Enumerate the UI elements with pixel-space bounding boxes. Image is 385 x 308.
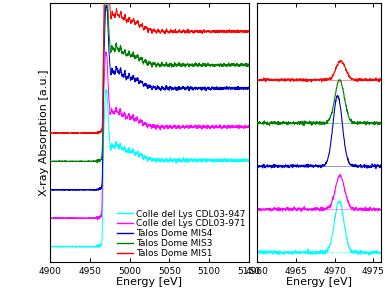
Y-axis label: X-ray Absorption [a.u.]: X-ray Absorption [a.u.] [38, 69, 49, 196]
X-axis label: Energy [eV]: Energy [eV] [116, 277, 182, 287]
Legend: Colle del Lys CDL03-947, Colle del Lys CDL03-971, Talos Dome MIS4, Talos Dome MI: Colle del Lys CDL03-947, Colle del Lys C… [116, 209, 246, 259]
X-axis label: Energy [eV]: Energy [eV] [286, 277, 352, 287]
